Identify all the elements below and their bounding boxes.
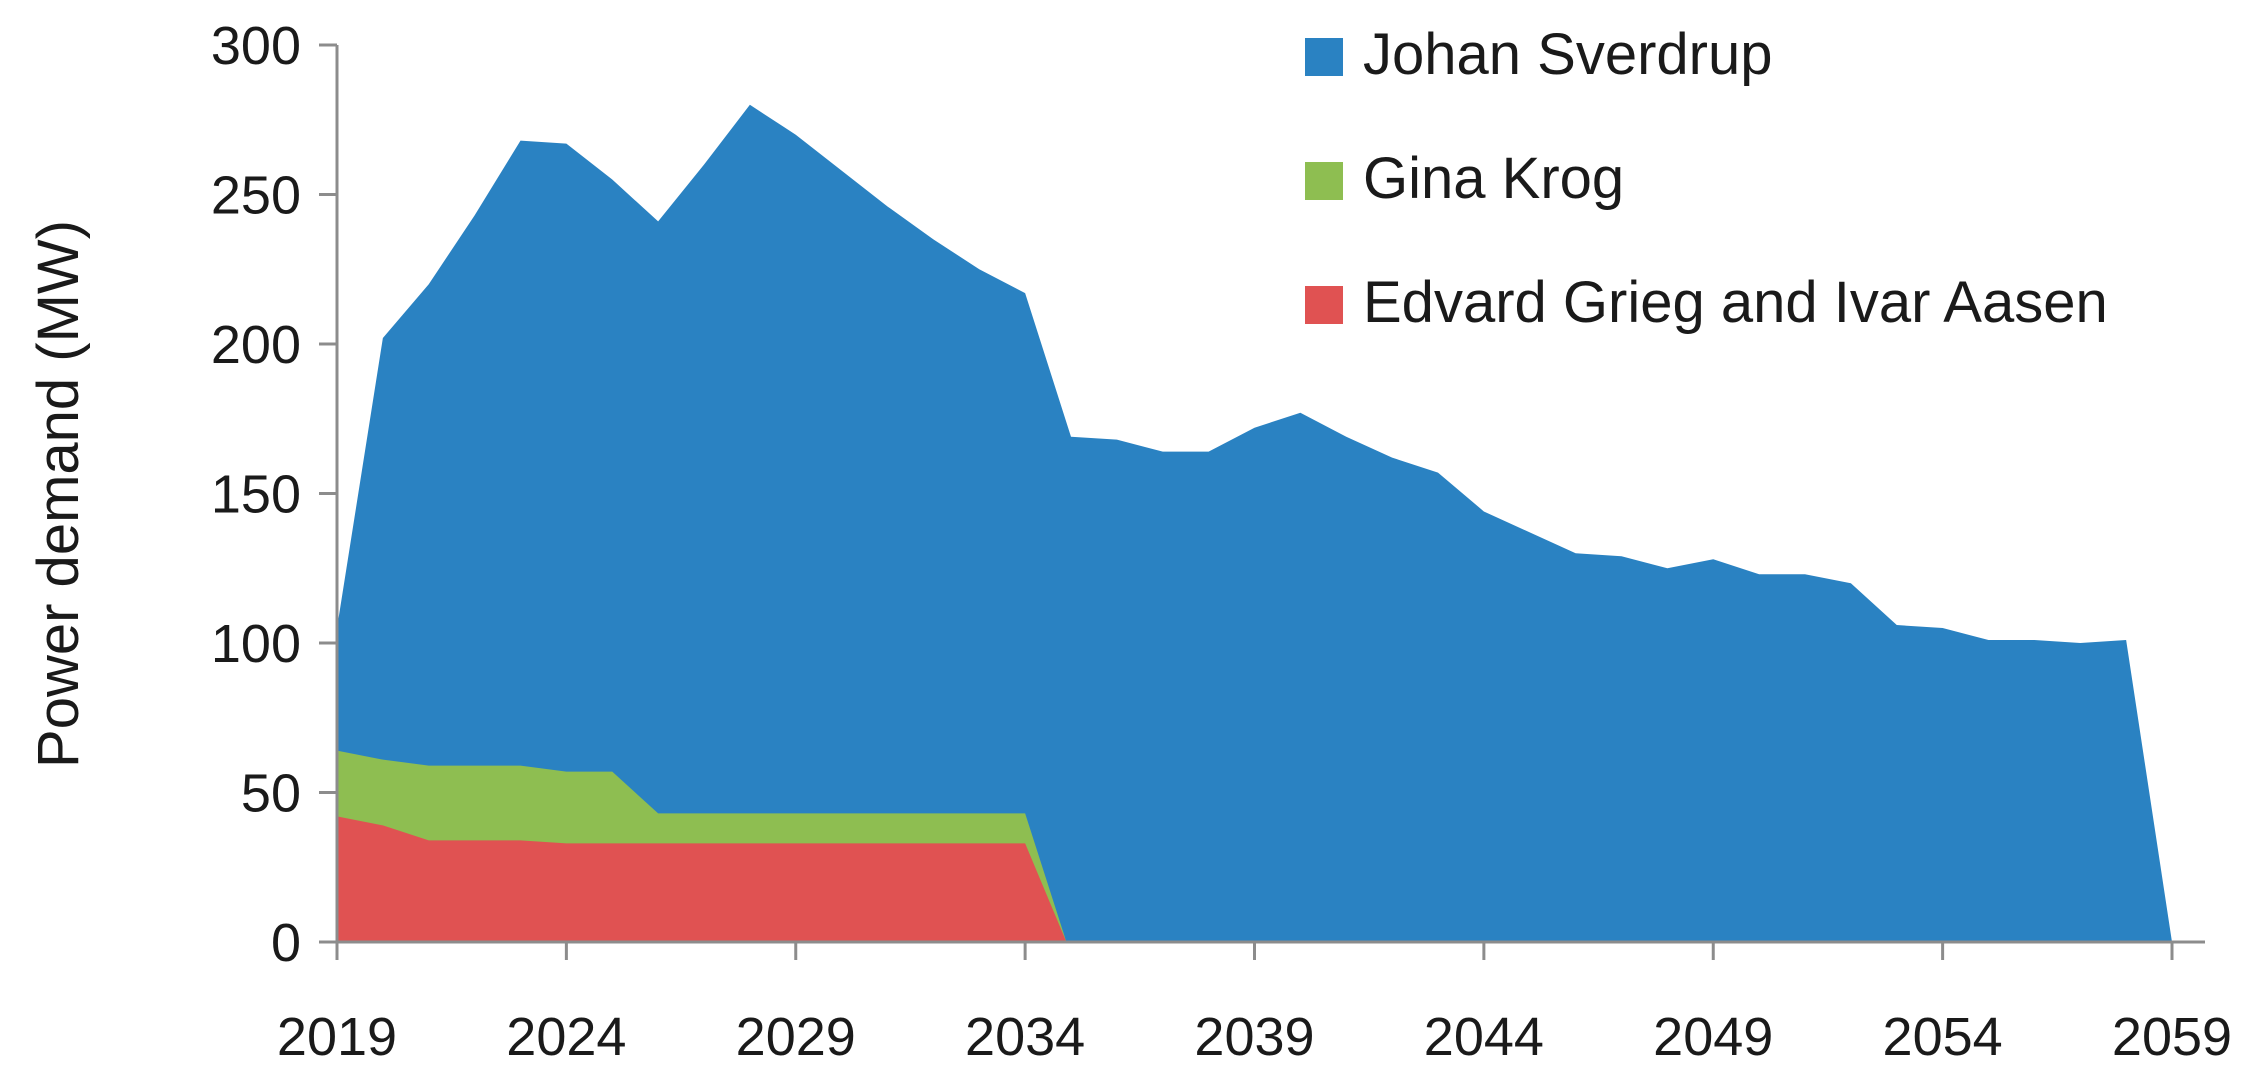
y-axis-ticks: 0 50 100 150 200 250 300 — [211, 16, 337, 973]
legend-label: Gina Krog — [1363, 146, 1624, 211]
x-tick-label: 2039 — [1194, 1007, 1314, 1067]
area-edvard-grieg-ivar-aasen — [337, 816, 2172, 942]
legend-swatch — [1305, 286, 1343, 324]
y-tick-label: 100 — [211, 614, 301, 674]
y-tick-label: 0 — [271, 913, 301, 973]
x-tick-label: 2054 — [1883, 1007, 2003, 1067]
x-tick-label: 2024 — [506, 1007, 626, 1067]
legend-label: Johan Sverdrup — [1363, 22, 1772, 87]
legend: Johan Sverdrup Gina Krog Edvard Grieg and … — [1305, 22, 2108, 335]
y-tick-label: 250 — [211, 166, 301, 226]
y-tick-label: 50 — [241, 764, 301, 824]
chart-areas — [337, 104, 2172, 943]
legend-swatch — [1305, 38, 1343, 76]
y-tick-label: 150 — [211, 465, 301, 525]
x-tick-label: 2019 — [277, 1007, 397, 1067]
x-tick-label: 2044 — [1424, 1007, 1544, 1067]
x-axis-ticks: 2019 2024 2029 2034 2039 2044 2049 2054 2059 — [277, 942, 2232, 1067]
legend-swatch — [1305, 162, 1343, 200]
legend-label: Edvard Grieg and Ivar Aasen — [1363, 270, 2108, 335]
x-tick-label: 2059 — [2112, 1007, 2232, 1067]
y-tick-label: 200 — [211, 315, 301, 375]
x-tick-label: 2029 — [736, 1007, 856, 1067]
y-tick-label: 300 — [211, 16, 301, 76]
y-axis-label: Power demand (MW) — [26, 220, 91, 768]
area-johan-sverdrup — [337, 104, 2172, 943]
x-tick-label: 2034 — [965, 1007, 1085, 1067]
x-tick-label: 2049 — [1653, 1007, 1773, 1067]
